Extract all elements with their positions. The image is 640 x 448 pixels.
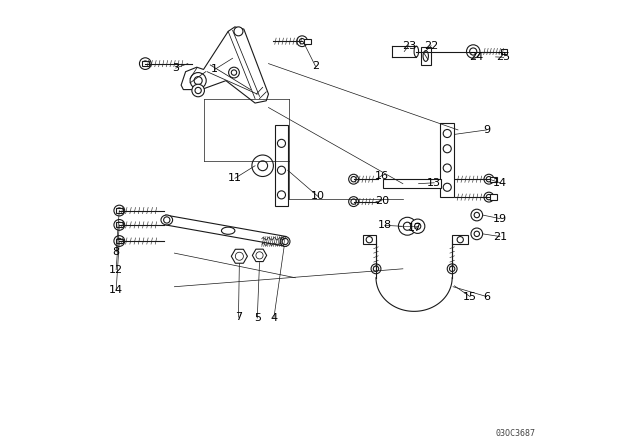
Bar	[141, 61, 149, 66]
Circle shape	[114, 205, 125, 216]
Circle shape	[484, 192, 494, 202]
Circle shape	[349, 174, 358, 184]
Text: 3: 3	[172, 63, 179, 73]
Circle shape	[398, 217, 416, 235]
Circle shape	[443, 164, 451, 172]
Ellipse shape	[423, 51, 428, 61]
Circle shape	[457, 237, 463, 243]
Text: 11: 11	[228, 173, 242, 183]
Bar	[452, 235, 468, 244]
Text: 9: 9	[483, 125, 490, 135]
Bar	[440, 123, 454, 197]
Polygon shape	[181, 27, 269, 103]
Text: 20: 20	[375, 196, 389, 206]
Circle shape	[192, 84, 204, 97]
Circle shape	[282, 238, 288, 245]
Circle shape	[278, 166, 285, 174]
Circle shape	[164, 217, 170, 223]
Text: 2: 2	[312, 61, 319, 71]
Bar	[362, 235, 376, 244]
Text: 15: 15	[463, 292, 477, 302]
Circle shape	[349, 197, 358, 207]
Bar	[116, 238, 123, 244]
Polygon shape	[165, 215, 287, 246]
Text: 8: 8	[113, 247, 120, 257]
Ellipse shape	[161, 215, 173, 225]
Circle shape	[366, 237, 372, 243]
Ellipse shape	[414, 46, 419, 57]
Bar	[304, 39, 311, 43]
Circle shape	[252, 155, 273, 177]
Bar	[116, 208, 123, 213]
Ellipse shape	[221, 227, 235, 234]
Text: 13: 13	[428, 178, 441, 188]
Circle shape	[471, 209, 483, 221]
Polygon shape	[383, 179, 441, 188]
Circle shape	[114, 236, 125, 246]
Circle shape	[190, 73, 206, 89]
Text: 16: 16	[375, 171, 389, 181]
Circle shape	[471, 228, 483, 240]
Bar	[275, 125, 288, 206]
Circle shape	[443, 183, 451, 191]
Text: 5: 5	[254, 313, 260, 323]
Text: 18: 18	[378, 220, 392, 230]
Circle shape	[278, 139, 285, 147]
Text: 12: 12	[109, 265, 124, 275]
Polygon shape	[231, 249, 248, 263]
Circle shape	[114, 220, 125, 230]
Circle shape	[467, 45, 480, 58]
Circle shape	[297, 36, 307, 47]
Text: 23: 23	[402, 41, 416, 51]
Text: 22: 22	[424, 41, 438, 51]
Text: 1: 1	[211, 65, 218, 74]
Text: 03OC3687: 03OC3687	[495, 429, 535, 438]
Bar	[490, 177, 497, 182]
Text: 10: 10	[311, 191, 324, 201]
Text: 19: 19	[493, 214, 507, 224]
Circle shape	[228, 67, 239, 78]
Text: 21: 21	[493, 232, 507, 241]
Text: 6: 6	[483, 292, 490, 302]
Circle shape	[443, 145, 451, 153]
Circle shape	[443, 129, 451, 138]
Circle shape	[140, 58, 151, 69]
Text: 17: 17	[408, 224, 422, 233]
Text: 4: 4	[270, 313, 277, 323]
Bar	[490, 194, 497, 200]
Circle shape	[371, 264, 381, 274]
Circle shape	[447, 264, 457, 274]
Bar	[116, 223, 123, 228]
Ellipse shape	[280, 237, 290, 246]
Text: 14: 14	[493, 178, 507, 188]
Polygon shape	[252, 249, 267, 262]
Circle shape	[234, 27, 243, 36]
Text: 25: 25	[497, 52, 511, 62]
Circle shape	[278, 191, 285, 199]
Text: 24: 24	[468, 52, 483, 62]
Circle shape	[410, 219, 425, 233]
Text: 14: 14	[109, 285, 124, 295]
Circle shape	[484, 174, 494, 184]
Text: 7: 7	[235, 312, 242, 322]
Bar	[421, 47, 431, 65]
Bar	[500, 49, 507, 54]
